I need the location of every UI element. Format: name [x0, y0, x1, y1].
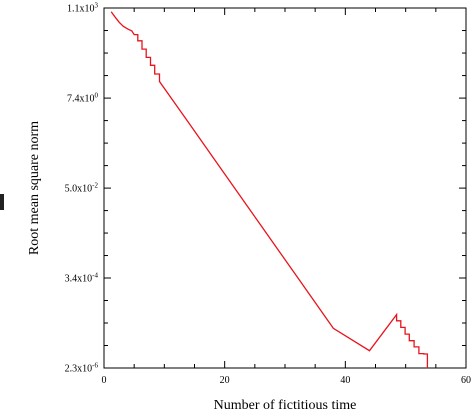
plot-area — [103, 7, 467, 369]
series-line — [110, 11, 429, 369]
x-axis-title: Number of fictitious time — [214, 398, 357, 412]
x-tick-label: 20 — [220, 375, 230, 386]
x-axis-ticks: 0 20 40 60 — [102, 8, 471, 386]
y-axis-title: Root mean square norm — [27, 121, 42, 255]
series-layer — [110, 11, 429, 369]
y-tick-label: 1.1x103 — [67, 2, 99, 15]
y-tick-label: 7.4x100 — [67, 92, 99, 105]
x-tick-label: 60 — [461, 375, 471, 386]
y-tick-label: 3.4x10-4 — [65, 272, 99, 285]
y-tick-label: 2.3x10-6 — [65, 362, 99, 375]
plot-frame — [103, 7, 467, 369]
x-tick-label: 40 — [340, 375, 350, 386]
left-margin-mark — [0, 194, 4, 210]
y-tick-label: 5.0x10-2 — [65, 182, 99, 195]
x-tick-label: 0 — [102, 375, 107, 386]
y-axis-ticks: 1.1x103 7.4x100 5.0x10-2 3.4x10-4 2.3x10-6 — [65, 2, 466, 375]
